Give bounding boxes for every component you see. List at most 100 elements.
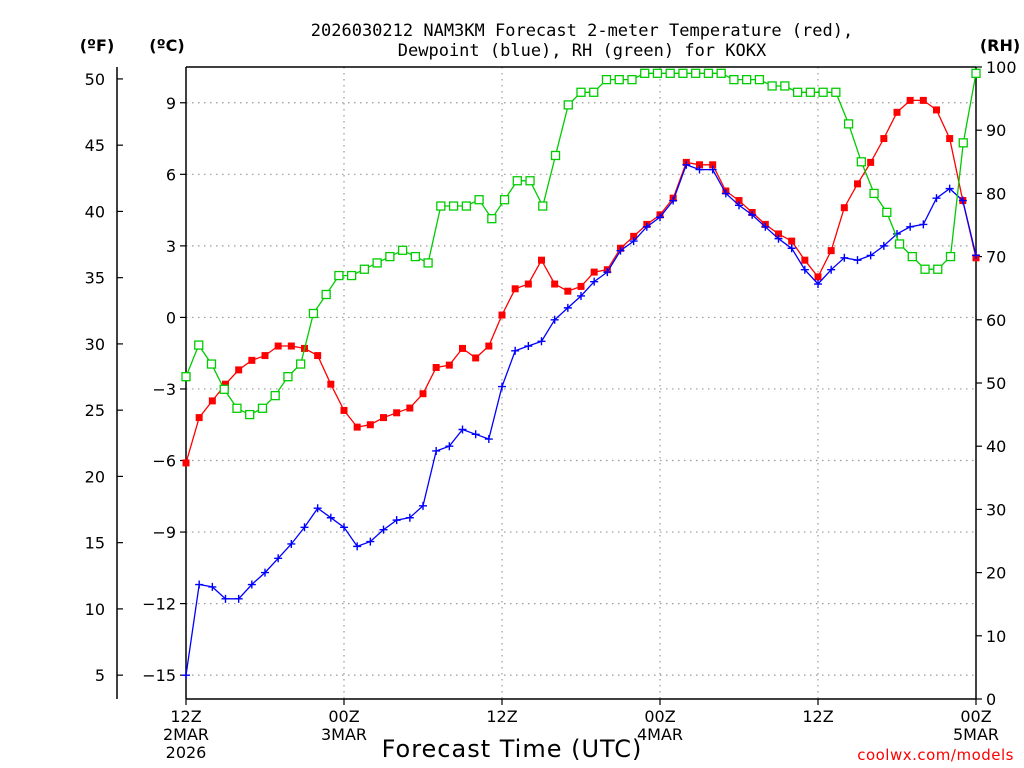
data-point [669, 196, 678, 205]
data-point [933, 264, 943, 274]
rh-tick-label: 80 [986, 184, 1006, 203]
data-point [484, 435, 493, 444]
data-point [656, 213, 664, 222]
data-point [919, 96, 927, 104]
data-point [436, 201, 446, 211]
data-point [748, 210, 757, 219]
data-point [308, 308, 319, 319]
rh-tick-label: 50 [986, 374, 1006, 393]
data-point [550, 315, 559, 324]
x-tick-label: 3MAR [321, 725, 367, 744]
data-point [933, 106, 940, 114]
data-point [774, 234, 783, 243]
data-point [800, 265, 809, 274]
data-point [682, 160, 691, 169]
data-point [695, 165, 704, 174]
celsius-tick-label: −12 [142, 595, 176, 614]
x-axis-label: Forecast Time (UTC) [382, 735, 643, 763]
series-2-meter-temperature [182, 96, 980, 467]
data-point [563, 303, 572, 312]
data-point [729, 74, 739, 85]
data-point [814, 273, 822, 281]
data-point [616, 246, 625, 255]
data-point [906, 222, 915, 231]
data-point [550, 150, 561, 161]
fahrenheit-unit-label: (ºF) [80, 36, 115, 55]
data-point [754, 74, 765, 85]
data-point [346, 270, 357, 281]
data-point [274, 554, 283, 563]
data-point [397, 245, 408, 255]
data-point [208, 397, 216, 405]
x-tick-label: 12Z [486, 707, 517, 726]
data-point [340, 406, 348, 414]
data-point [326, 513, 335, 522]
data-point [551, 280, 559, 288]
fahrenheit-tick-label: 50 [85, 70, 105, 89]
data-point [234, 594, 243, 603]
data-point [945, 184, 954, 193]
data-point [827, 265, 836, 274]
rh-tick-label: 20 [986, 564, 1006, 583]
data-point [487, 214, 497, 224]
data-point [181, 372, 191, 382]
data-point [792, 87, 803, 97]
fahrenheit-tick-label: 15 [85, 534, 105, 553]
data-point [708, 165, 717, 174]
data-point [524, 280, 532, 288]
tick-labels: −15 −12 −9 −6 −3 0 3 6 9 5 10 15 20 25 30 35 40 45 50 0 10 20… [85, 58, 1017, 762]
data-point [353, 423, 361, 431]
x-tick-label: 00Z [328, 707, 359, 726]
data-point [485, 342, 493, 350]
data-point [590, 268, 598, 276]
data-point [880, 135, 888, 143]
data-point [379, 525, 388, 534]
data-point [334, 270, 344, 281]
data-point [248, 356, 256, 364]
data-point [709, 161, 717, 169]
data-point [907, 251, 917, 262]
celsius-tick-label: 3 [166, 237, 176, 256]
data-point [882, 207, 892, 218]
data-point [958, 138, 968, 148]
data-point [182, 671, 190, 680]
data-point [652, 68, 663, 78]
data-point [471, 430, 480, 439]
data-point [245, 409, 255, 420]
data-point [577, 291, 585, 300]
data-point [665, 68, 675, 78]
series-line [185, 163, 977, 676]
data-point [232, 403, 242, 413]
x-tick-label: 2MAR [163, 725, 209, 744]
data-point [879, 241, 888, 250]
data-point [840, 204, 848, 212]
data-point [459, 344, 466, 352]
data-point [840, 253, 849, 262]
data-point [627, 74, 637, 85]
fahrenheit-tick-label: 45 [85, 136, 105, 155]
series-line [185, 99, 977, 464]
data-point [801, 256, 809, 264]
data-point [603, 268, 612, 277]
x-tick-label: 00Z [960, 707, 991, 726]
data-point [327, 380, 335, 388]
data-point [380, 414, 387, 422]
series-relative-humidity [181, 68, 981, 420]
data-point [392, 516, 401, 525]
celsius-tick-label: −3 [152, 380, 176, 399]
data-point [735, 201, 743, 210]
data-point [538, 201, 548, 211]
chart-title-line-1: 2026030212 NAM3KM Forecast 2-meter Tempe… [311, 21, 853, 41]
data-series [181, 68, 981, 680]
data-point [445, 442, 454, 451]
data-point [419, 501, 427, 510]
data-point [640, 68, 650, 78]
data-point [843, 119, 854, 129]
data-point [703, 68, 714, 78]
data-point [296, 359, 306, 369]
data-point [642, 222, 651, 231]
data-point [788, 237, 796, 245]
data-point [787, 244, 796, 253]
data-point [630, 232, 638, 240]
